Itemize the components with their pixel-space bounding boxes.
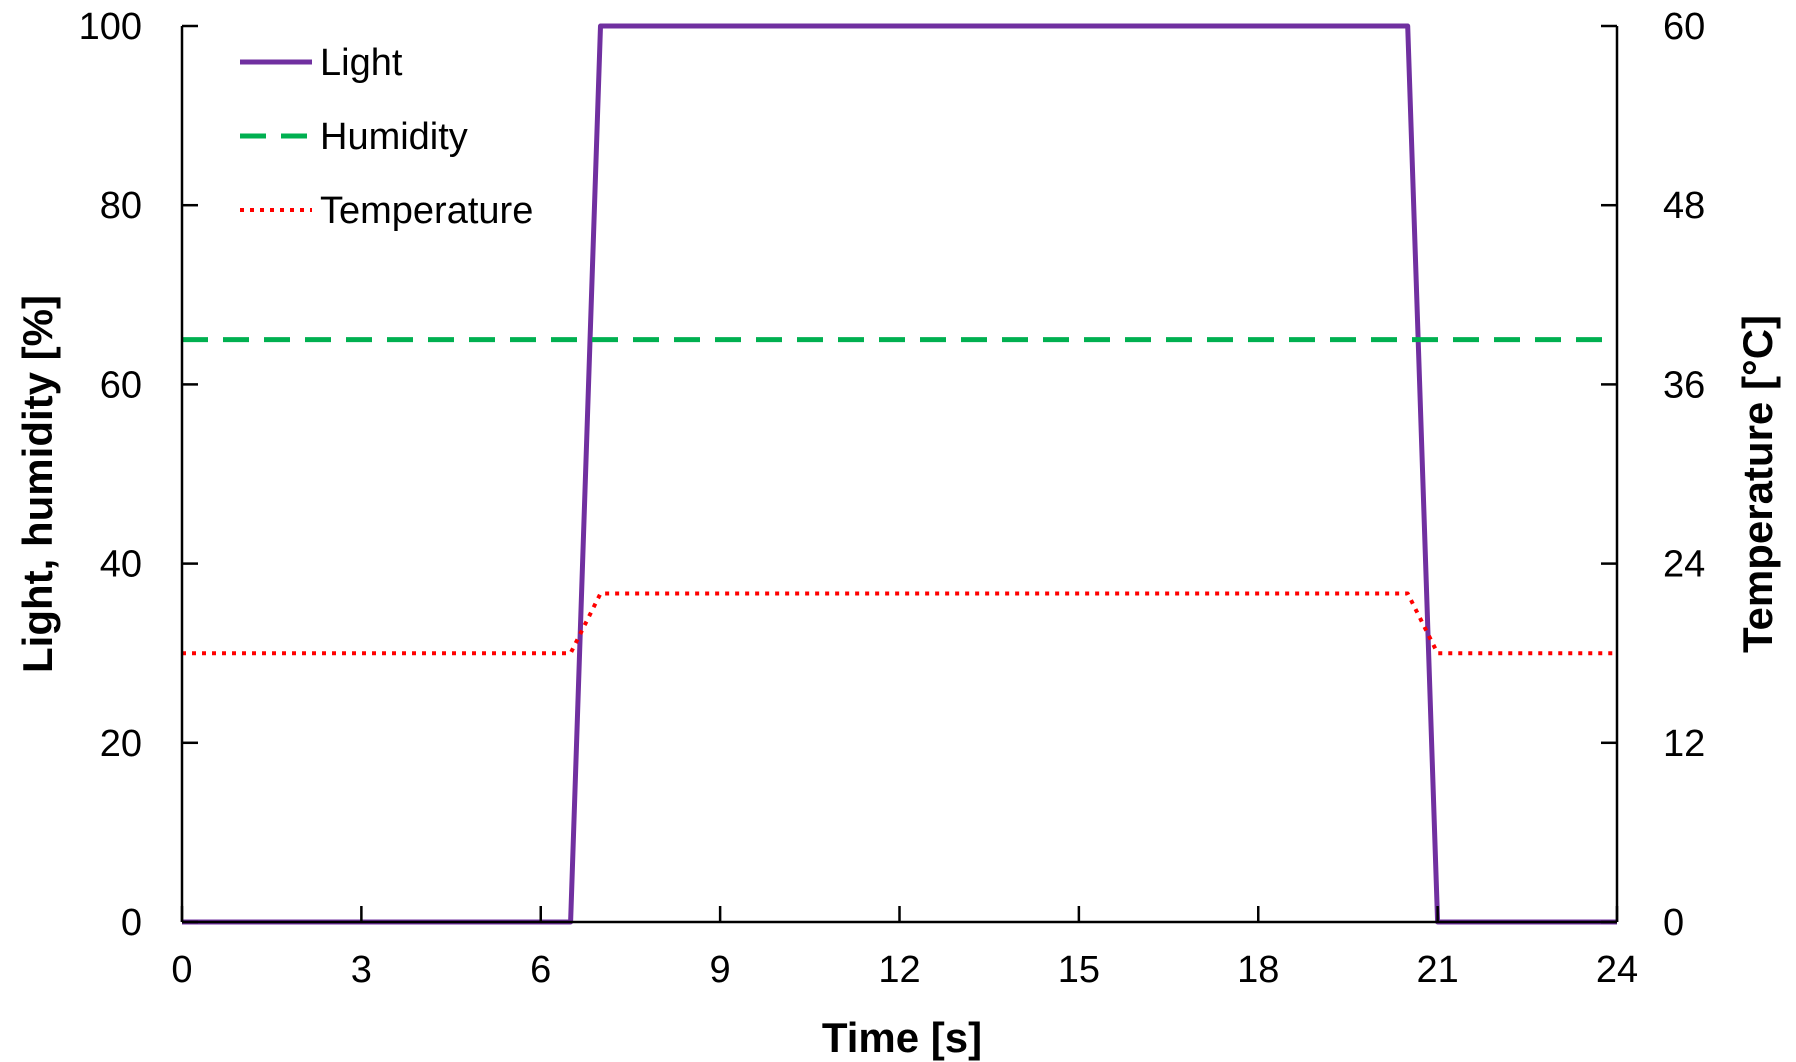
legend-label-humidity: Humidity <box>320 116 468 158</box>
y-tick-label: 100 <box>79 6 142 48</box>
x-tick-label: 0 <box>171 949 192 991</box>
y-tick-label: 80 <box>100 185 142 227</box>
y2-axis-title: Temperature [°C] <box>1734 315 1781 653</box>
legend-label-light: Light <box>320 42 403 84</box>
y2-tick-label: 0 <box>1663 902 1684 944</box>
series-line-light <box>182 23 1617 925</box>
y-tick-label: 0 <box>121 902 142 944</box>
x-tick-label: 21 <box>1416 949 1458 991</box>
legend-label-temperature: Temperature <box>320 190 533 232</box>
x-tick-label: 15 <box>1058 949 1100 991</box>
y2-tick-label: 36 <box>1663 364 1705 406</box>
y2-tick-label: 60 <box>1663 6 1705 48</box>
series-line-temperature <box>182 591 1617 656</box>
x-tick-label: 18 <box>1237 949 1279 991</box>
y-tick-label: 20 <box>100 723 142 765</box>
axes-layer <box>180 26 1619 924</box>
y2-tick-label: 48 <box>1663 185 1705 227</box>
x-tick-label: 24 <box>1596 949 1638 991</box>
x-axis-title: Time [s] <box>822 1014 982 1061</box>
y2-tick-label: 12 <box>1663 723 1705 765</box>
y-tick-label: 40 <box>100 544 142 586</box>
y-axis-title: Light, humidity [%] <box>14 295 61 673</box>
series-layer <box>182 23 1617 925</box>
x-tick-label: 12 <box>878 949 920 991</box>
x-tick-label: 6 <box>530 949 551 991</box>
x-tick-label: 3 <box>351 949 372 991</box>
y2-tick-label: 24 <box>1663 544 1705 586</box>
x-tick-label: 9 <box>710 949 731 991</box>
y-tick-label: 60 <box>100 364 142 406</box>
legend: Light Humidity Temperature <box>240 42 533 232</box>
